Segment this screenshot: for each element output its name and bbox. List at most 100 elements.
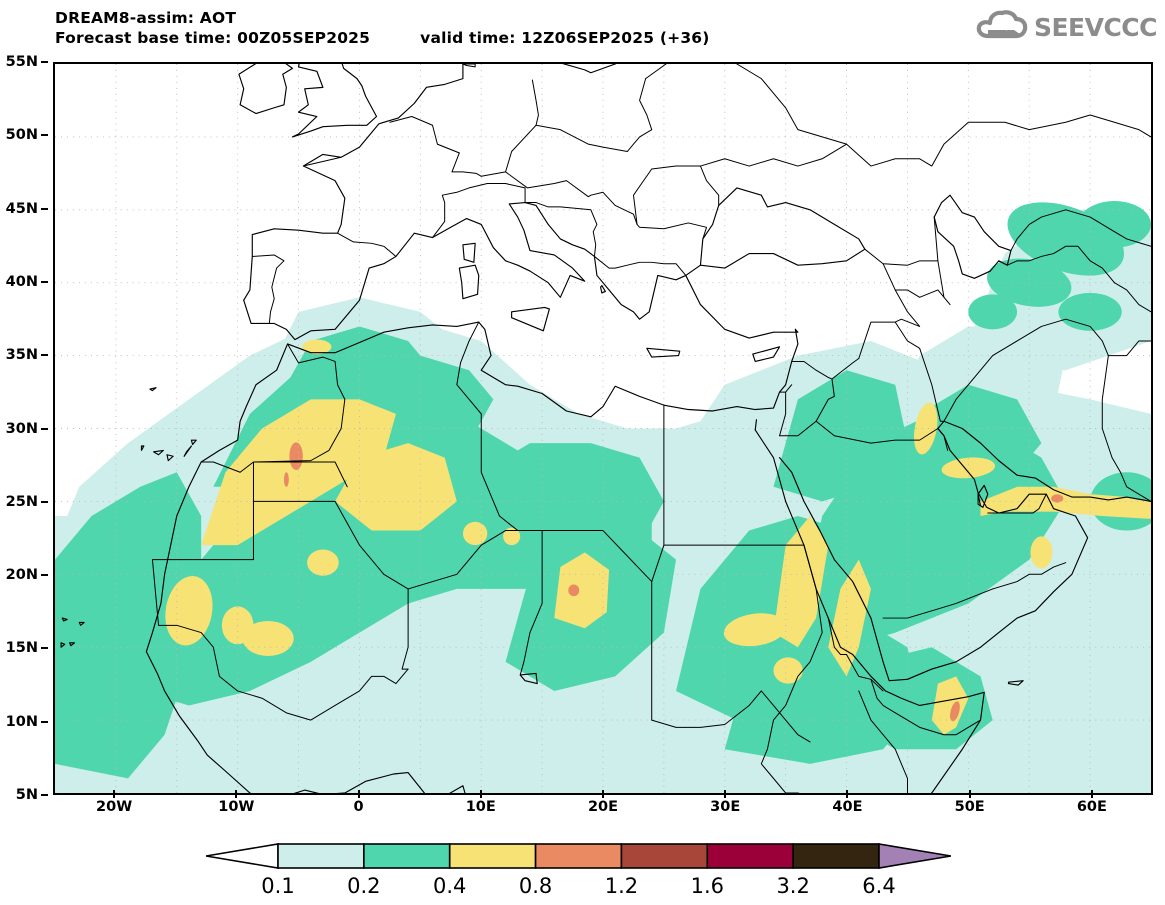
- colorbar-swatch[interactable]: [448, 843, 537, 869]
- colorbar[interactable]: 0.1 0.2 0.4 0.8 1.2 1.6 3.2 6.4: [205, 843, 952, 901]
- coast-canary-2: [153, 449, 164, 456]
- coast-caspian: [933, 194, 1012, 279]
- border-mali-algeria-niger: [252, 500, 409, 670]
- y-tick-mark: [41, 207, 48, 210]
- border-france-italy-alps: [432, 183, 526, 239]
- border-caucasus: [864, 216, 939, 266]
- border-iraq-iran-turkey: [858, 321, 945, 422]
- border-uzbek-turkmen: [1113, 282, 1151, 313]
- aot-hotspot-gulf: [1051, 494, 1064, 503]
- x-tick-mark: [724, 790, 727, 798]
- y-tick-40N: 40N: [5, 273, 38, 290]
- x-tick-mark: [113, 790, 116, 798]
- border-chad-libya-sudan: [541, 530, 653, 721]
- x-tick-mark: [1090, 790, 1093, 798]
- y-tick-35N: 35N: [5, 347, 38, 364]
- aot-hotspot-tibesti: [568, 584, 580, 597]
- y-tick-mark: [41, 500, 48, 503]
- border-oman-saudi: [992, 562, 1067, 590]
- colorbar-tick-1.2: 1.2: [604, 874, 639, 898]
- colorbar-swatch[interactable]: [534, 843, 623, 869]
- coast-madeira: [149, 387, 157, 392]
- coast-canary-5: [190, 439, 197, 446]
- border-tunisia-libya-algeria: [456, 321, 543, 532]
- y-tick-mark: [41, 647, 48, 650]
- aot-contour-map: [55, 64, 1151, 793]
- coast-atlantic-europe: [243, 64, 464, 301]
- border-ethiopia-somalia: [858, 690, 908, 793]
- time-subtitle: Forecast base time: 00Z05SEP2025 valid t…: [55, 28, 955, 48]
- y-tick-mark: [41, 61, 48, 63]
- border-ws-morocco: [200, 461, 254, 473]
- colorbar-swatch[interactable]: [706, 843, 794, 869]
- chart-header: DREAM8-assim: AOT Forecast base time: 00…: [55, 8, 955, 48]
- aot-yellow-mali-3: [307, 549, 339, 576]
- logo-text: SEEVCCC: [1033, 12, 1158, 42]
- border-kazakh-uzbek: [1006, 245, 1115, 284]
- border-armenia-azerbaijan: [882, 260, 951, 306]
- border-qatar-saudi: [977, 492, 984, 508]
- aot-hotspot-somalia: [950, 701, 960, 722]
- x-tick-mark: [846, 790, 849, 798]
- coast-iran-makran: [943, 420, 1151, 502]
- coast-sicily: [511, 306, 550, 332]
- aot-yellow-morocco-n: [302, 339, 332, 355]
- border-yemen-saudi-oman: [882, 588, 994, 619]
- coast-capeverde-3: [78, 621, 85, 626]
- border-kuwait: [937, 428, 949, 451]
- x-tick-10W: 10W: [218, 799, 255, 815]
- border-bulgaria-romania: [636, 222, 708, 240]
- border-poland-belarus: [639, 78, 653, 131]
- coast-lake-chad: [519, 672, 538, 685]
- colorbar-swatch[interactable]: [620, 843, 709, 869]
- aot-field-layer: [55, 201, 1151, 793]
- border-egypt-libya: [651, 404, 665, 583]
- coast-crete: [646, 347, 681, 358]
- border-russia-kazakhstan: [846, 114, 1151, 167]
- aot-teal-atlantic-plume: [55, 472, 202, 779]
- coast-mediterranean-north: [243, 201, 687, 341]
- border-croatia-serbia: [524, 202, 598, 257]
- border-sudan-southsudan-ethiopia: [651, 690, 811, 743]
- aot-yellow-libya-2: [503, 527, 521, 546]
- colorbar-swatches[interactable]: [205, 843, 952, 869]
- colorbar-swatch[interactable]: [792, 843, 880, 869]
- x-tick-10E: 10E: [465, 799, 496, 815]
- colorbar-swatch[interactable]: [363, 843, 451, 869]
- aot-teal-caspian-2: [1077, 201, 1151, 248]
- aot-teal-levant: [773, 370, 908, 502]
- border-portugal-spain: [251, 254, 285, 324]
- aot-yellow-gulfcoast: [980, 486, 1151, 519]
- coast-canary-4: [183, 445, 192, 457]
- y-tick-55N: 55N: [5, 54, 38, 70]
- border-baltics: [645, 64, 667, 80]
- border-romania-ukraine-moldova: [632, 165, 720, 225]
- aot-yellow-westsahara: [201, 399, 396, 546]
- x-tick-20E: 20E: [587, 799, 619, 815]
- coast-canary-1: [140, 445, 145, 451]
- border-iran-pakistan: [1101, 355, 1151, 502]
- map-plot-area[interactable]: [53, 62, 1153, 795]
- y-tick-20N: 20N: [5, 567, 38, 584]
- colorbar-under-arrow: [205, 843, 279, 869]
- y-tick-mark: [41, 720, 48, 723]
- coast-capeverde-2: [69, 642, 76, 647]
- border-syria-lebanon: [791, 360, 833, 380]
- coast-canary-3: [166, 454, 174, 462]
- coast-corfu: [600, 285, 606, 294]
- x-tick-30E: 30E: [710, 799, 741, 815]
- border-kazakhstan-uzbekistan-north: [1010, 209, 1151, 252]
- seevccc-logo: SEEVCCC: [976, 10, 1158, 44]
- x-tick-mark: [479, 790, 482, 798]
- coast-britain: [291, 64, 378, 138]
- aot-yellow-somalia: [931, 676, 969, 735]
- aot-teal-caspian-5: [968, 294, 1018, 330]
- aot-yellow-senegal: [165, 576, 213, 646]
- aot-yellow-oman: [1030, 536, 1053, 569]
- aot-hotspot-algeria-s: [283, 472, 289, 487]
- colorbar-swatch[interactable]: [277, 843, 365, 869]
- coast-arabia: [778, 420, 1089, 682]
- x-axis: 20W 10W 0 10E 20E 30E 40E 50E 60E: [53, 790, 1153, 823]
- y-tick-mark: [41, 574, 48, 577]
- border-morocco-algeria: [252, 461, 348, 488]
